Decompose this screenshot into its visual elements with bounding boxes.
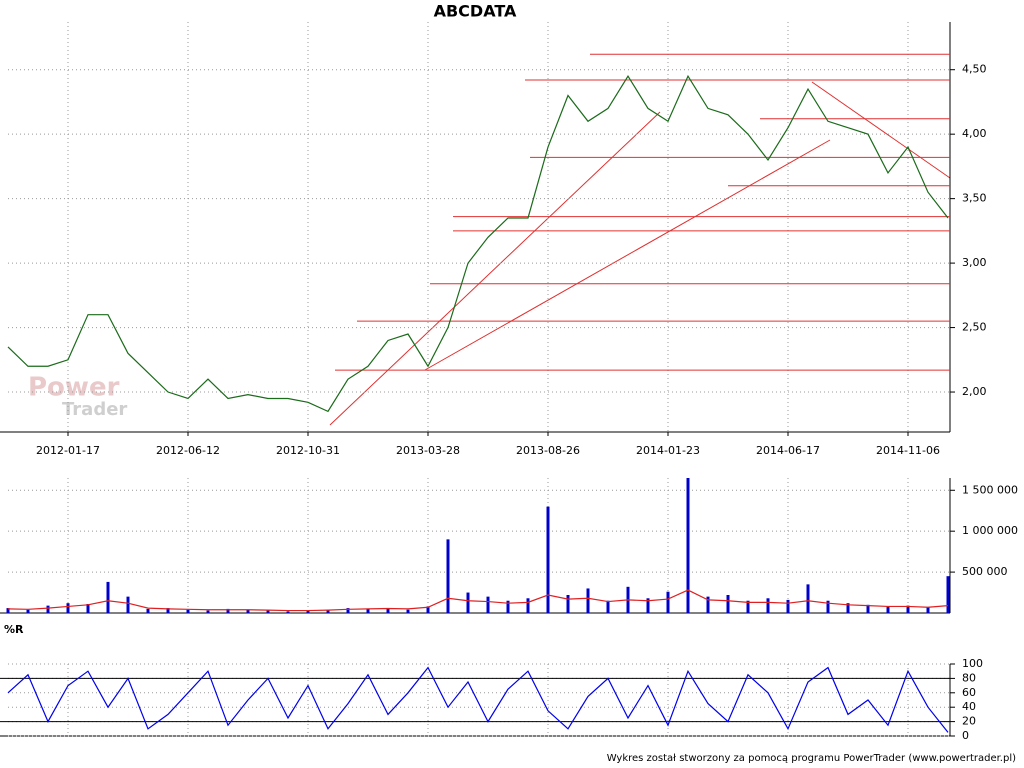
- y-tick-label: 100: [962, 657, 983, 670]
- volume-bar: [46, 605, 50, 613]
- x-tick-label: 2014-01-23: [636, 444, 700, 457]
- volume-bar: [826, 600, 830, 613]
- volume-bar: [566, 595, 570, 613]
- x-tick-label: 2013-08-26: [516, 444, 580, 457]
- series-line: [7, 589, 949, 612]
- y-tick-label: 1 500 000: [962, 483, 1018, 496]
- chart-title: ABCDATA: [434, 2, 517, 21]
- volume-bar: [786, 599, 790, 613]
- volume-bar: [286, 611, 290, 613]
- volume-bar: [886, 606, 890, 613]
- watermark: Trader: [62, 399, 127, 420]
- x-tick-label: 2013-03-28: [396, 444, 460, 457]
- volume-bar: [686, 478, 690, 613]
- watermark: Power: [28, 373, 120, 403]
- trend-line: [424, 139, 831, 371]
- y-tick-label: 3,00: [962, 256, 987, 269]
- volume-bar: [386, 608, 390, 613]
- panel-title: %R: [4, 623, 24, 636]
- y-tick-label: 60: [962, 686, 976, 699]
- volume-bar: [346, 608, 350, 613]
- series-line: [7, 666, 949, 733]
- y-tick-label: 0: [962, 729, 969, 742]
- volume-bar: [366, 608, 370, 613]
- volume-bar: [266, 610, 270, 613]
- volume-bar: [666, 591, 670, 613]
- y-tick-label: 500 000: [962, 565, 1008, 578]
- volume-bar: [866, 604, 870, 613]
- volume-bar: [426, 606, 430, 613]
- volume-bar: [706, 596, 710, 613]
- x-tick-label: 2012-01-17: [36, 444, 100, 457]
- y-tick-label: 80: [962, 671, 976, 684]
- volume-bar: [126, 596, 130, 613]
- trend-line: [811, 81, 951, 179]
- volume-bar: [406, 609, 410, 613]
- trend-line: [329, 111, 661, 426]
- volume-bar: [446, 539, 450, 613]
- x-tick-label: 2014-06-17: [756, 444, 820, 457]
- volume-bar: [326, 609, 330, 613]
- y-tick-label: 40: [962, 700, 976, 713]
- volume-bar: [246, 609, 250, 613]
- footer: Wykres został stworzony za pomocą progra…: [607, 753, 1016, 764]
- volume-bar: [486, 596, 490, 613]
- volume-bar: [26, 609, 30, 613]
- volume-bar: [306, 610, 310, 613]
- y-tick-label: 1 000 000: [962, 524, 1018, 537]
- volume-bar: [526, 598, 530, 613]
- volume-bar: [166, 608, 170, 613]
- volume-bar: [186, 609, 190, 613]
- x-tick-label: 2012-10-31: [276, 444, 340, 457]
- volume-bar: [146, 608, 150, 613]
- volume-bar: [106, 581, 110, 613]
- volume-bar: [226, 608, 230, 613]
- volume-bar: [206, 610, 210, 613]
- volume-bar: [766, 598, 770, 613]
- y-tick-label: 4,00: [962, 127, 987, 140]
- volume-bar: [726, 595, 730, 613]
- volume-bar: [6, 608, 10, 613]
- series-line: [7, 74, 949, 413]
- y-tick-label: 3,50: [962, 192, 987, 205]
- volume-bar: [906, 605, 910, 613]
- y-tick-label: 4,50: [962, 63, 987, 76]
- volume-bar: [926, 607, 930, 613]
- volume-bar: [646, 598, 650, 613]
- volume-bar: [846, 603, 850, 613]
- volume-bar: [746, 600, 750, 613]
- y-tick-label: 2,00: [962, 385, 987, 398]
- y-tick-label: 2,50: [962, 321, 987, 334]
- volume-bar: [586, 588, 590, 613]
- volume-bar: [466, 592, 470, 613]
- volume-bar: [546, 506, 550, 613]
- x-tick-label: 2014-11-06: [876, 444, 940, 457]
- volume-bar: [506, 600, 510, 613]
- y-tick-label: 20: [962, 715, 976, 728]
- x-tick-label: 2012-06-12: [156, 444, 220, 457]
- volume-bar: [86, 604, 90, 613]
- volume-bar: [806, 584, 810, 613]
- volume-bar: [946, 576, 950, 613]
- volume-bar: [66, 603, 70, 613]
- volume-bar: [606, 600, 610, 613]
